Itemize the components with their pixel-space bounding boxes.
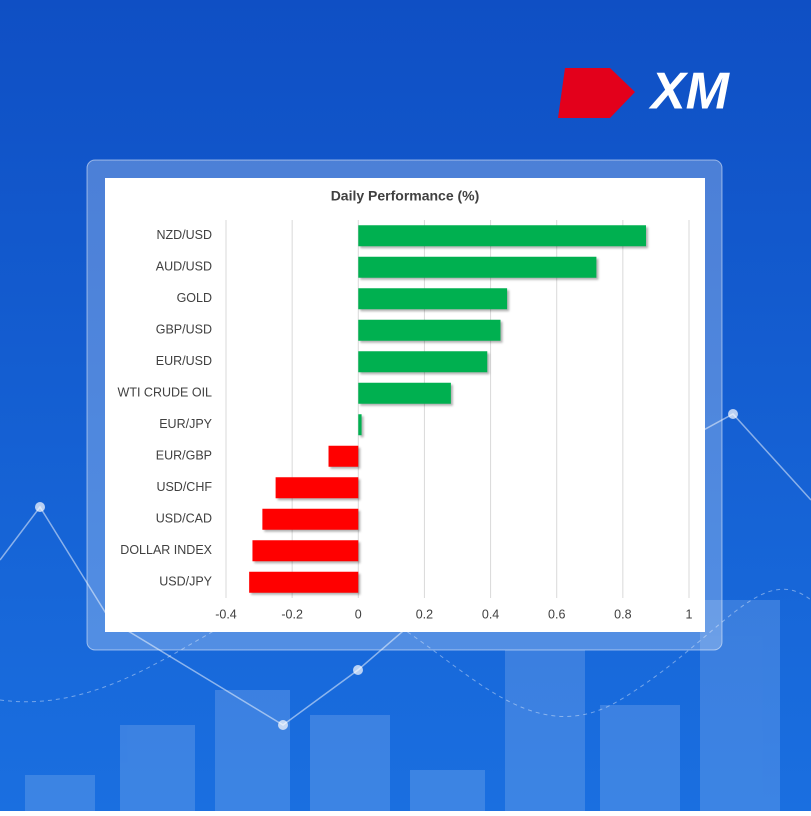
decor-dots xyxy=(35,409,738,730)
y-tick-label: EUR/GBP xyxy=(156,449,212,463)
bar xyxy=(358,256,597,278)
bar xyxy=(358,382,451,404)
bar xyxy=(252,540,359,562)
y-tick-label: NZD/USD xyxy=(156,228,212,242)
x-tick-label: 0.6 xyxy=(548,607,565,621)
bar xyxy=(358,288,508,310)
decor-dash xyxy=(0,588,811,717)
logo: XM xyxy=(648,63,731,121)
x-tick-label: 0 xyxy=(355,607,362,621)
y-tick-label: EUR/JPY xyxy=(159,417,212,431)
bar xyxy=(262,508,359,530)
y-tick-label: USD/CAD xyxy=(156,512,212,526)
bar xyxy=(358,225,647,247)
y-tick-label: USD/CHF xyxy=(156,480,212,494)
x-tick-label: 1 xyxy=(686,607,693,621)
bar xyxy=(249,571,359,593)
chart-area xyxy=(105,178,705,632)
y-tick-label: WTI CRUDE OIL xyxy=(118,386,212,400)
y-tick-label: DOLLAR INDEX xyxy=(120,543,212,557)
x-tick-label: 0.8 xyxy=(614,607,631,621)
x-tick-label: 0.4 xyxy=(482,607,499,621)
bar xyxy=(275,477,359,499)
y-tick-label: GBP/USD xyxy=(156,323,212,337)
plot: -0.4 -0.2 0 0.2 0.4 0.6 0.8 1 NZD/USD AUD/USD GOLD… xyxy=(118,220,693,621)
y-tick-label: USD/JPY xyxy=(159,575,212,589)
y-tick-label: EUR/USD xyxy=(156,354,212,368)
logo-mark xyxy=(558,68,635,118)
x-tick-label: -0.4 xyxy=(215,607,237,621)
bar xyxy=(328,445,359,467)
decor-bars xyxy=(25,600,780,811)
bar xyxy=(358,319,501,341)
x-tick-label: 0.2 xyxy=(416,607,433,621)
y-tick-label: AUD/USD xyxy=(156,260,212,274)
x-tick-label: -0.2 xyxy=(281,607,303,621)
bar xyxy=(358,351,488,373)
y-tick-label: GOLD xyxy=(177,291,212,305)
bar xyxy=(358,414,362,436)
chart-title: Daily Performance (%) xyxy=(331,188,480,204)
